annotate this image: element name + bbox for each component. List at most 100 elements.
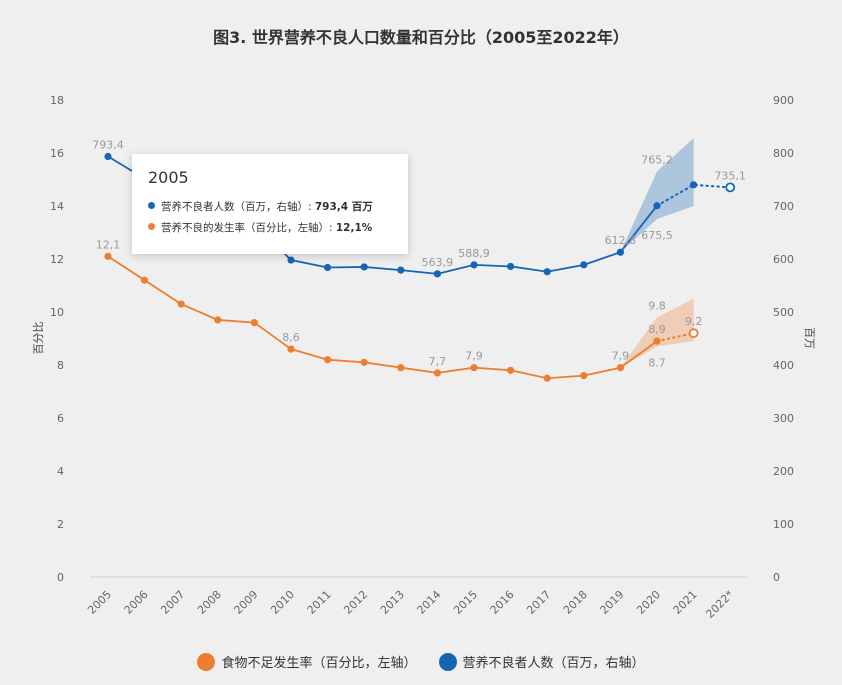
population-point bbox=[104, 152, 112, 161]
prevalence-data-label: 8,9 bbox=[648, 323, 666, 336]
y-right-tick-label: 600 bbox=[773, 253, 794, 266]
population-projection-line bbox=[656, 183, 732, 207]
prevalence-point bbox=[433, 369, 441, 377]
population-point bbox=[433, 270, 441, 278]
population-point bbox=[470, 261, 478, 269]
y-left-tick-label: 14 bbox=[50, 200, 64, 213]
population-point bbox=[287, 256, 295, 264]
prevalence-point bbox=[104, 252, 112, 260]
population-point bbox=[543, 268, 551, 276]
y-right-tick-label: 100 bbox=[773, 518, 794, 531]
x-tick-label: 2005 bbox=[85, 588, 114, 617]
population-point bbox=[324, 263, 332, 272]
prevalence-point bbox=[177, 300, 185, 308]
x-tick-label: 2014 bbox=[415, 588, 444, 617]
prevalence-projection-open-point bbox=[688, 328, 699, 339]
y-right-tick-label: 800 bbox=[773, 147, 794, 160]
tooltip-row-population-label: 营养不良者人数（百万，右轴）: bbox=[161, 201, 315, 213]
prevalence-data-label: 7,9 bbox=[612, 350, 630, 363]
x-tick-label: 2013 bbox=[378, 588, 407, 617]
population-data-label: 563,9 bbox=[422, 256, 454, 269]
prevalence-data-label: 12,1 bbox=[96, 238, 121, 251]
population-point bbox=[360, 263, 368, 271]
population-data-label: 675,5 bbox=[641, 229, 673, 242]
x-tick-label: 2017 bbox=[524, 588, 553, 617]
x-tick-label: 2007 bbox=[158, 588, 187, 617]
prevalence-line bbox=[107, 255, 658, 380]
prevalence-point bbox=[580, 372, 588, 380]
tooltip-row-population-value: 793,4 百万 bbox=[314, 201, 373, 213]
prevalence-point bbox=[507, 366, 515, 374]
prevalence-point bbox=[287, 345, 295, 353]
y-left-tick-label: 2 bbox=[57, 518, 64, 531]
prevalence-point bbox=[141, 276, 149, 284]
data-labels: 12,1 8,6 7,7 7,9 7,9 8,9 9.8 8.7 9,2 793,4 563,9 58… bbox=[92, 138, 746, 369]
population-band bbox=[620, 138, 694, 253]
population-point bbox=[397, 266, 405, 274]
y-left-axis-title: 百分比 bbox=[32, 322, 45, 355]
population-point bbox=[580, 261, 588, 269]
y-right-tick-label: 900 bbox=[773, 94, 794, 107]
legend-item-prevalence[interactable]: 食物不足发生率（百分比，左轴） bbox=[197, 652, 417, 671]
y-right-axis-title: 百万 bbox=[803, 327, 816, 349]
y-left-tick-label: 10 bbox=[50, 306, 64, 319]
legend-label-population: 营养不良者人数（百万，右轴） bbox=[462, 656, 645, 671]
prevalence-point bbox=[653, 337, 661, 345]
tooltip-row-population: 营养不良者人数（百万，右轴）: 793,4 百万 bbox=[148, 197, 392, 218]
chart-title: 图3. 世界营养不良人口数量和百分比（2005至2022年） bbox=[213, 28, 629, 47]
population-projection-point bbox=[690, 181, 698, 189]
tooltip-row-prevalence-label: 营养不良的发生率（百分比，左轴）: bbox=[161, 222, 336, 234]
prevalence-point bbox=[324, 356, 332, 364]
prevalence-data-label: 9,2 bbox=[685, 315, 703, 328]
x-tick-label: 2009 bbox=[232, 588, 261, 617]
prevalence-point bbox=[397, 364, 405, 372]
prevalence-data-label: 7,7 bbox=[429, 355, 447, 368]
tooltip-dot-blue bbox=[148, 202, 155, 209]
y-left-tick-label: 0 bbox=[57, 571, 64, 584]
x-tick-label: 2011 bbox=[305, 588, 334, 617]
prevalence-point bbox=[543, 374, 551, 382]
y-left-tick-label: 4 bbox=[57, 465, 64, 478]
prevalence-point bbox=[616, 364, 625, 372]
population-point bbox=[616, 248, 625, 256]
legend-item-population[interactable]: 营养不良者人数（百万，右轴） bbox=[438, 652, 645, 671]
y-right-tick-label: 700 bbox=[773, 200, 794, 213]
x-tick-label: 2008 bbox=[195, 588, 224, 617]
legend-swatch-orange bbox=[197, 652, 216, 671]
legend: 食物不足发生率（百分比，左轴） 营养不良者人数（百万，右轴） bbox=[0, 652, 842, 671]
x-tick-label: 2019 bbox=[598, 588, 627, 617]
tooltip-dot-orange bbox=[148, 223, 155, 230]
tooltip-year: 2005 bbox=[148, 168, 189, 187]
y-right-tick-label: 300 bbox=[773, 412, 794, 425]
prevalence-data-label: 8.7 bbox=[648, 356, 666, 369]
tooltip: 2005 营养不良者人数（百万，右轴）: 793,4 百万 营养不良的发生率（百… bbox=[132, 154, 408, 254]
prevalence-band bbox=[620, 298, 694, 368]
prevalence-point bbox=[360, 358, 368, 366]
population-data-label: 588,9 bbox=[458, 247, 490, 260]
x-tick-label: 2020 bbox=[634, 588, 663, 617]
prevalence-data-label: 7,9 bbox=[465, 350, 483, 363]
y-right-tick-label: 0 bbox=[773, 571, 780, 584]
y-right-tick-label: 200 bbox=[773, 465, 794, 478]
x-tick-label: 2006 bbox=[122, 588, 151, 617]
population-point bbox=[507, 262, 515, 271]
y-left-tick-label: 8 bbox=[57, 359, 64, 372]
prevalence-point bbox=[214, 316, 222, 324]
prevalence-data-label: 9.8 bbox=[648, 299, 666, 312]
y-left-tick-label: 18 bbox=[50, 94, 64, 107]
x-tick-label: 2012 bbox=[341, 588, 370, 617]
x-tick-label: 2021 bbox=[671, 588, 700, 617]
legend-label-prevalence: 食物不足发生率（百分比，左轴） bbox=[221, 656, 417, 671]
y-left-tick-label: 12 bbox=[50, 253, 64, 266]
population-data-label: 612,8 bbox=[605, 234, 637, 247]
tooltip-row-prevalence-value: 12,1% bbox=[335, 222, 373, 234]
x-tick-label: 2010 bbox=[268, 588, 297, 617]
population-data-label: 793,4 bbox=[92, 138, 124, 151]
legend-swatch-blue bbox=[438, 652, 457, 671]
prevalence-point bbox=[250, 319, 258, 327]
prevalence-data-label: 8,6 bbox=[282, 331, 300, 344]
population-point bbox=[653, 202, 661, 210]
population-data-label: 765,2 bbox=[641, 153, 673, 166]
x-tick-label: 2018 bbox=[561, 588, 590, 617]
y-right-tick-label: 400 bbox=[773, 359, 794, 372]
